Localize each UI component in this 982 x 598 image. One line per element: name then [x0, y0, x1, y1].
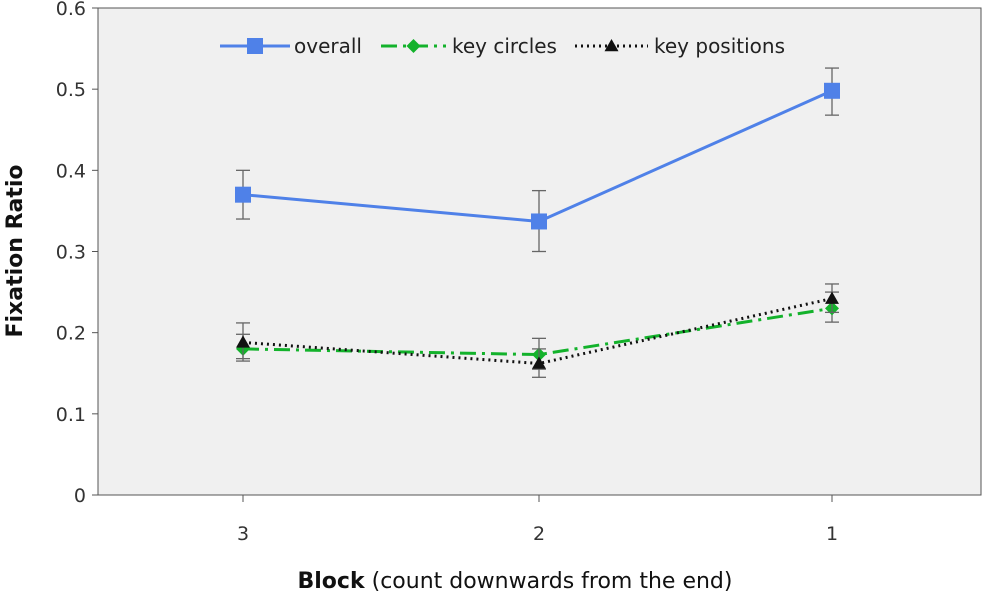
y-tick-label: 0.5: [56, 79, 86, 101]
square-marker: [531, 213, 547, 230]
y-axis-title: Fixation Ratio: [3, 164, 28, 337]
triangle-marker: [825, 291, 839, 304]
legend-label: overall: [294, 34, 362, 58]
legend-item: key positions: [575, 34, 785, 58]
series-overall: [235, 67, 840, 253]
y-tick-label: 0.3: [56, 242, 86, 264]
square-marker: [824, 82, 840, 99]
triangle-marker: [236, 335, 250, 348]
series-key-positions: [236, 283, 839, 378]
y-axis: 0 0.1 0.2 0.3 0.4 0.5 0.6: [56, 0, 98, 507]
y-tick-label: 0.2: [56, 323, 86, 345]
y-tick-label: 0.4: [56, 160, 86, 182]
triangle-marker: [532, 356, 546, 369]
x-tick-label: 1: [826, 523, 838, 545]
legend: overall key circles key positions: [220, 34, 785, 58]
legend-label: key positions: [654, 34, 785, 58]
diamond-marker: [406, 39, 421, 53]
y-tick-label: 0: [74, 485, 86, 507]
x-axis-title-rest: (count downwards from the end): [372, 569, 733, 594]
series-layer: [235, 67, 840, 378]
x-tick-label: 2: [533, 523, 545, 545]
y-tick-label: 0.1: [56, 404, 86, 426]
legend-item: overall: [220, 34, 362, 58]
x-axis-title: Block (count downwards from the end): [298, 569, 733, 594]
legend-item: key circles: [381, 34, 557, 58]
triangle-marker: [604, 39, 619, 52]
x-tick-label: 3: [237, 523, 249, 545]
x-axis: 3 2 1: [237, 495, 838, 545]
y-tick-label: 0.6: [56, 0, 86, 20]
legend-label: key circles: [452, 34, 557, 58]
series-line: [242, 306, 833, 357]
square-marker: [235, 186, 251, 203]
x-axis-title-bold: Block: [298, 569, 366, 594]
square-marker: [247, 38, 263, 54]
